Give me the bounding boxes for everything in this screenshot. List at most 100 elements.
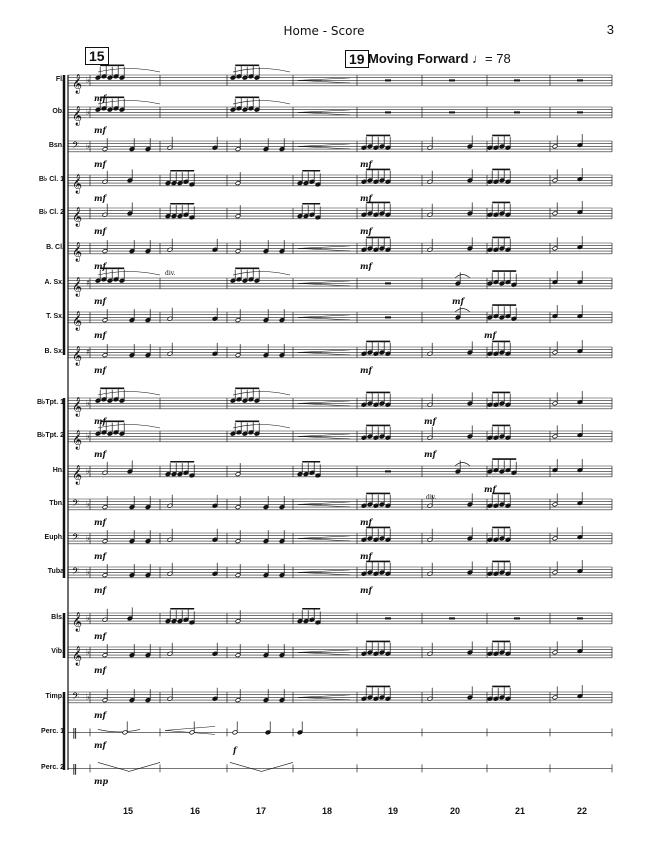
slur (232, 68, 291, 73)
hairpin (297, 400, 351, 407)
whole-rest (385, 282, 391, 285)
instrument-label: Tbn. (49, 500, 64, 508)
dynamic-marking: mf (94, 584, 106, 595)
treble-clef-icon: 𝄞 (72, 277, 82, 297)
key-signature-icon: ♯ (86, 278, 90, 287)
slur (97, 271, 161, 276)
key-signature-icon: ♭ (86, 75, 90, 84)
instrument-label: B♭ Cl. 2 (38, 209, 64, 217)
measure-number: 22 (577, 806, 588, 816)
divisi-label: div. (426, 494, 437, 501)
key-signature-icon: ♭ (86, 466, 90, 475)
whole-rest (385, 617, 391, 620)
dynamic-marking: mf (94, 295, 106, 306)
instrument-label: Perc. 2 (41, 764, 64, 772)
quarter-note-icon: ♩ (472, 51, 486, 66)
dynamic-marking: mf (94, 92, 106, 103)
whole-rest (449, 111, 455, 114)
key-signature-icon: ♭ (86, 533, 90, 542)
dynamic-marking: mf (360, 225, 372, 236)
key-signature-icon: ♭ (86, 499, 90, 508)
treble-clef-icon: 𝄞 (72, 311, 82, 331)
hairpin (297, 245, 351, 252)
bass-clef-icon: 𝄢 (72, 532, 79, 545)
whole-rest (514, 79, 520, 82)
hairpin (297, 280, 351, 287)
instrument-label: A. Sx. (44, 279, 64, 287)
dynamic-marking: mf (94, 260, 106, 271)
hairpin (297, 77, 351, 84)
perc-clef-icon: ‖ (72, 762, 78, 775)
slur (232, 100, 291, 105)
treble-clef-icon: 𝄞 (72, 465, 82, 485)
whole-rest (577, 79, 583, 82)
instrument-label: Hn. (52, 467, 64, 475)
slur (97, 424, 161, 429)
tempo-bpm: = 78 (485, 51, 511, 66)
dynamic-marking: mf (94, 448, 106, 459)
dynamic-marking: mf (360, 584, 372, 595)
dynamic-marking: mf (94, 550, 106, 561)
measure-number: 17 (256, 806, 267, 816)
instrument-label: Tuba (47, 568, 64, 576)
instrument-label: B. Cl. (46, 244, 64, 252)
instrument-label: B♭Tpt. 1 (36, 399, 64, 407)
whole-rest (449, 617, 455, 620)
instrument-label: Bls. (51, 614, 64, 622)
treble-clef-icon: 𝄞 (72, 174, 82, 194)
instrument-label: B♭ Cl. 1 (38, 176, 64, 184)
hairpin (297, 109, 351, 116)
treble-clef-icon: 𝄞 (72, 430, 82, 450)
hairpin (297, 433, 351, 440)
instrument-label: Bsn. (48, 142, 64, 150)
dynamic-marking: f (233, 744, 237, 755)
whole-rest (577, 111, 583, 114)
instrument-label: Perc. 1 (41, 728, 64, 736)
dynamic-marking: mf (360, 516, 372, 527)
instrument-label: B♭Tpt. 2 (36, 432, 64, 440)
whole-rest (514, 617, 520, 620)
score-title: Home - Score (283, 24, 365, 38)
dynamic-marking: mf (94, 516, 106, 527)
bass-clef-icon: 𝄢 (72, 566, 79, 579)
dynamic-marking: mf (94, 192, 106, 203)
slur (232, 271, 291, 276)
dynamic-marking: mf (94, 329, 106, 340)
instrument-label: Timp. (45, 693, 64, 701)
key-signature-icon: ♭ (86, 107, 90, 116)
hairpin (297, 649, 351, 656)
dynamic-marking: mf (94, 124, 106, 135)
hairpin (297, 143, 351, 150)
instrument-label: Ob. (52, 108, 64, 116)
dynamic-marking: mf (94, 709, 106, 720)
dynamic-marking: mf (94, 364, 106, 375)
perc-clef-icon: ‖ (72, 726, 78, 739)
dynamic-marking: mf (424, 415, 436, 426)
hairpin (297, 535, 351, 542)
treble-clef-icon: 𝄞 (72, 612, 82, 632)
roll-line (229, 762, 294, 772)
rehearsal-mark-15: 15 (85, 47, 109, 65)
treble-clef-icon: 𝄞 (72, 106, 82, 126)
dynamic-marking: mf (94, 415, 106, 426)
measure-number: 15 (123, 806, 134, 816)
treble-clef-icon: 𝄞 (72, 346, 82, 366)
whole-rest (577, 617, 583, 620)
slur (232, 424, 291, 429)
key-signature-icon: ♯ (86, 347, 90, 356)
dynamic-marking: mf (484, 483, 496, 494)
dynamic-marking: mf (484, 329, 496, 340)
key-signature-icon: ♭ (86, 567, 90, 576)
measure-number: 18 (322, 806, 333, 816)
key-signature-icon: ♭ (86, 141, 90, 150)
treble-clef-icon: 𝄞 (72, 242, 82, 262)
rehearsal-mark-19: 19 (345, 50, 369, 68)
bass-clef-icon: 𝄢 (72, 140, 79, 153)
divisi-label: div. (165, 270, 176, 277)
instrument-label: T. Sx. (46, 313, 64, 321)
treble-clef-icon: 𝄞 (72, 74, 82, 94)
key-signature-icon: ♭ (86, 613, 90, 622)
slur (232, 391, 291, 396)
dynamic-marking: mp (94, 776, 109, 787)
measure-number: 20 (450, 806, 461, 816)
